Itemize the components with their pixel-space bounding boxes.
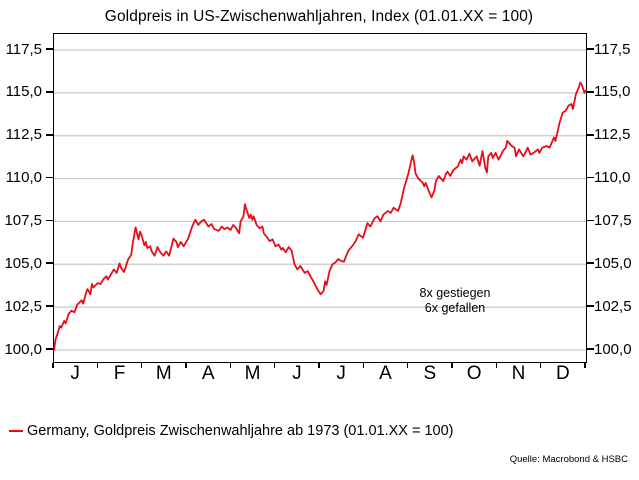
x-tick-label: F [113, 363, 126, 384]
x-tick-label: A [201, 363, 215, 384]
source-credit: Quelle: Macrobond & HSBC [509, 454, 628, 465]
x-tick-label: O [466, 363, 482, 384]
x-tick-mark [185, 362, 187, 368]
x-tick-label: S [423, 363, 437, 384]
y-tick-mark [587, 48, 594, 50]
y-tick-label-left: 107,5 [4, 211, 42, 229]
y-tick-mark [46, 262, 53, 265]
y-tick-label-left: 102,5 [4, 297, 42, 315]
x-tick-label: A [379, 363, 392, 384]
x-tick-mark [495, 362, 498, 368]
y-tick-label-right: 117,5 [594, 40, 631, 58]
y-tick-mark [46, 219, 53, 222]
y-tick-mark [46, 48, 53, 50]
x-tick-label: D [555, 363, 570, 384]
y-tick-label-left: 105,0 [4, 254, 42, 272]
annotation-line-2: 6x gefallen [424, 300, 486, 315]
y-tick-mark [587, 133, 594, 136]
y-tick-mark [587, 219, 594, 222]
x-tick-mark [318, 362, 320, 368]
gridlines [54, 49, 586, 351]
x-tick-mark [584, 362, 586, 368]
x-tick-mark [96, 362, 99, 368]
y-tick-mark [46, 133, 53, 136]
y-tick-label-left: 100,0 [4, 340, 42, 358]
x-tick-mark [52, 362, 54, 368]
y-tick-label-right: 107,5 [594, 211, 632, 229]
x-tick-label: M [244, 363, 261, 384]
y-tick-label-right: 115,0 [594, 83, 631, 101]
x-tick-label: N [511, 363, 526, 384]
chart-svg [53, 49, 587, 351]
y-tick-label-right: 110,0 [594, 169, 631, 187]
y-tick-mark [587, 262, 594, 265]
x-tick-mark [539, 362, 542, 368]
y-tick-label-left: 110,0 [5, 169, 42, 187]
legend-line-swatch [9, 429, 23, 433]
y-tick-mark [587, 305, 594, 307]
x-tick-mark [140, 362, 143, 368]
x-tick-mark [406, 362, 409, 368]
y-tick-label-right: 102,5 [594, 297, 632, 315]
y-tick-mark [46, 348, 53, 350]
x-tick-label: J [336, 363, 346, 384]
annotation: 8x gestiegen 6x gefallen [395, 286, 515, 315]
y-tick-mark [587, 348, 594, 350]
y-tick-label-left: 117,5 [5, 40, 42, 58]
legend: Germany, Goldpreis Zwischenwahljahre ab … [9, 423, 454, 439]
y-tick-label-left: 112,5 [5, 126, 42, 144]
y-tick-mark [46, 91, 53, 93]
plot-area [53, 33, 587, 363]
x-tick-mark [273, 362, 276, 368]
y-tick-mark [587, 176, 594, 179]
x-tick-mark [451, 362, 453, 368]
x-tick-label: M [155, 363, 172, 384]
legend-label: Germany, Goldpreis Zwischenwahljahre ab … [27, 423, 454, 439]
x-tick-label: J [70, 363, 80, 384]
y-tick-mark [587, 91, 594, 93]
y-tick-label-right: 100,0 [594, 340, 632, 358]
x-tick-mark [229, 362, 232, 368]
x-tick-label: J [292, 363, 302, 384]
y-tick-label-left: 115,0 [5, 83, 42, 101]
y-tick-mark [46, 305, 53, 307]
annotation-line-1: 8x gestiegen [419, 286, 491, 300]
y-tick-mark [46, 176, 53, 179]
x-tick-mark [362, 362, 365, 368]
y-tick-label-right: 112,5 [594, 126, 631, 144]
chart-title: Goldpreis in US-Zwischenwahljahren, Inde… [104, 8, 534, 25]
gold-price-line [53, 81, 587, 351]
y-tick-label-right: 105,0 [594, 254, 632, 272]
